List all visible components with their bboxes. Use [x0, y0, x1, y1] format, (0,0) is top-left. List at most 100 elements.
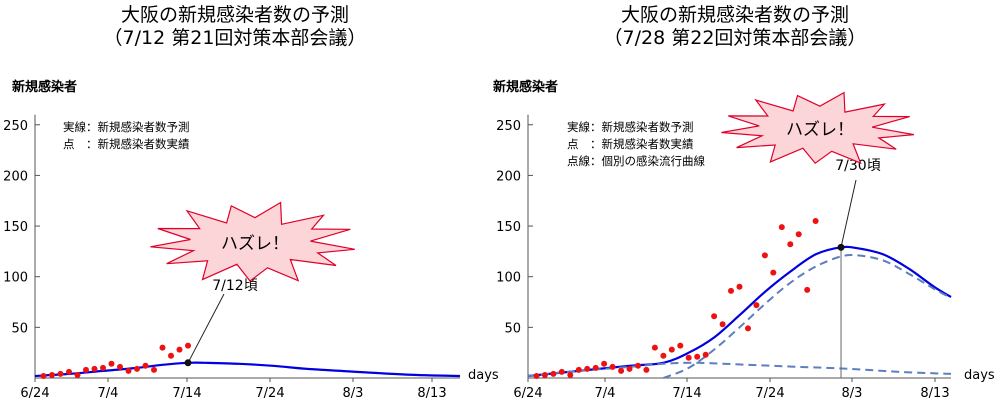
y-tick-label: 200: [496, 169, 521, 184]
legend-entry: 実線：新規感染者数予測: [63, 120, 190, 134]
callout-leader: [840, 179, 857, 248]
y-axis-label: 新規感染者: [12, 79, 77, 95]
data-point: [635, 362, 641, 369]
callout-label: 7/30頃: [835, 158, 880, 174]
x-tick-label: 7/4: [98, 386, 119, 400]
y-tick-label: 100: [3, 271, 28, 286]
callout-leader: [187, 293, 225, 364]
data-point: [57, 370, 64, 377]
data-point: [91, 365, 98, 372]
forecast-line: [34, 361, 461, 378]
x-axis-label: days: [964, 368, 995, 383]
x-tick-label: 8/3: [343, 386, 364, 400]
data-point: [159, 344, 166, 351]
data-point: [761, 252, 768, 259]
data-point: [168, 352, 174, 359]
starburst-text: ハズレ！: [221, 234, 289, 254]
data-point: [550, 370, 557, 377]
data-point: [117, 363, 123, 370]
data-point: [702, 351, 709, 358]
data-point: [651, 344, 658, 351]
starburst-text: ハズレ！: [786, 120, 854, 140]
peak-marker: [184, 359, 192, 367]
y-tick-label: 100: [496, 271, 521, 286]
data-point: [736, 283, 743, 290]
x-tick-label: 8/3: [842, 386, 863, 400]
data-point: [125, 367, 132, 374]
data-point: [584, 365, 591, 372]
data-point: [626, 365, 633, 372]
y-axis-label: 新規感染者: [493, 79, 558, 95]
data-point: [745, 325, 751, 332]
legend-entry: 実線：新規感染者数予測: [567, 120, 694, 134]
peak-marker: [837, 243, 845, 251]
data-point: [753, 302, 760, 309]
y-tick-label: 50: [504, 321, 521, 336]
data-point: [100, 364, 106, 371]
data-point: [719, 321, 726, 328]
data-point: [812, 218, 819, 224]
data-point: [668, 346, 675, 353]
data-point: [151, 366, 157, 373]
data-point: [711, 313, 718, 320]
data-point: [49, 372, 55, 378]
data-point: [787, 241, 794, 248]
data-point: [660, 352, 667, 359]
data-point: [795, 231, 802, 238]
data-point: [558, 368, 565, 375]
data-point: [677, 342, 684, 349]
starburst-shape: [150, 201, 355, 282]
data-point: [185, 342, 191, 349]
data-point: [108, 360, 115, 367]
x-tick-label: 8/13: [920, 386, 949, 400]
legend-entry: 点 ：新規感染者数実績: [63, 137, 190, 151]
y-tick-label: 150: [3, 220, 28, 235]
data-point: [83, 366, 89, 373]
x-tick-label: 6/24: [513, 386, 542, 400]
data-point: [533, 373, 540, 379]
starburst-shape: [721, 91, 915, 165]
chart-title: 大阪の新規感染者数の予測: [121, 4, 349, 26]
data-point: [66, 368, 72, 375]
legend-entry: 点線：個別の感染流行曲線: [567, 154, 705, 168]
epidemic-curve-dashed: [663, 253, 952, 379]
x-tick-label: 7/24: [255, 386, 284, 400]
x-tick-label: 6/24: [20, 386, 49, 400]
forecast-line: [527, 245, 952, 378]
chart-title: 大阪の新規感染者数の予測: [621, 4, 849, 26]
data-point: [804, 286, 811, 293]
data-point: [592, 364, 599, 371]
y-tick-label: 250: [496, 119, 521, 134]
y-tick-label: 250: [3, 119, 28, 134]
data-point: [694, 353, 701, 360]
data-point: [142, 362, 149, 369]
data-point: [74, 372, 81, 378]
data-point: [176, 346, 183, 353]
data-point: [541, 372, 548, 378]
y-tick-label: 150: [496, 220, 521, 235]
x-tick-label: 8/13: [417, 386, 446, 400]
data-point: [609, 363, 616, 370]
data-point: [40, 373, 47, 379]
data-point: [778, 224, 785, 231]
data-point: [728, 287, 734, 294]
x-tick-label: 7/24: [755, 386, 784, 400]
data-point: [685, 354, 692, 361]
data-point: [134, 365, 140, 372]
x-tick-label: 7/4: [595, 386, 616, 400]
data-point: [643, 366, 650, 373]
data-point: [567, 372, 574, 378]
data-point: [601, 360, 608, 367]
data-point: [575, 366, 582, 373]
data-point: [770, 269, 777, 276]
y-tick-label: 200: [3, 169, 28, 184]
x-tick-label: 7/14: [672, 386, 701, 400]
chart-subtitle: （7/28 第22回対策本部会議）: [604, 27, 867, 49]
data-point: [618, 367, 625, 374]
callout-label: 7/12頃: [212, 278, 257, 294]
x-axis-label: days: [468, 368, 499, 383]
chart-subtitle: （7/12 第21回対策本部会議）: [104, 27, 367, 49]
y-tick-label: 50: [11, 321, 28, 336]
x-tick-label: 7/14: [172, 386, 201, 400]
